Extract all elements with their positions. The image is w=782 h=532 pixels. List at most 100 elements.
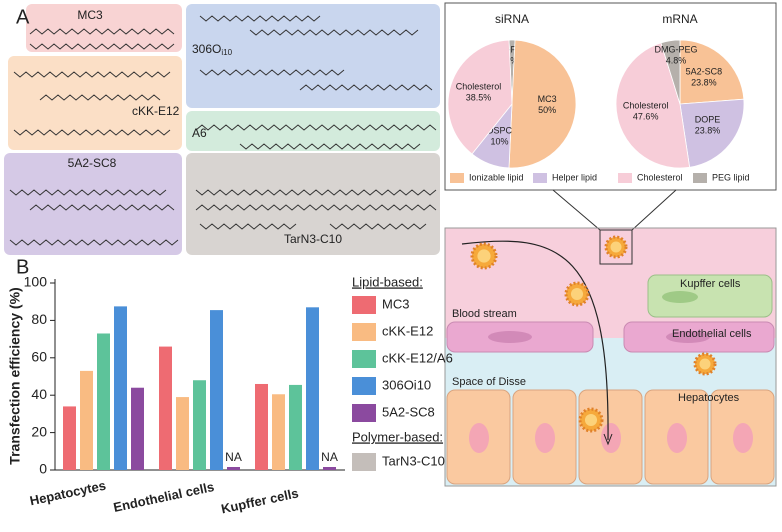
bar <box>159 346 172 470</box>
legend-label: Cholesterol <box>637 172 683 182</box>
x-tick-label: Endothelial cells <box>112 479 215 515</box>
pie-slice <box>615 42 691 169</box>
structure-name: 306Oi10 <box>192 42 233 57</box>
legend-label: 5A2-SC8 <box>382 404 435 419</box>
structure-box <box>4 153 182 255</box>
legend-swatch <box>352 296 376 314</box>
y-tick-label: 100 <box>24 274 48 290</box>
bond-chain <box>9 239 179 246</box>
structure-name: 306O <box>192 42 221 56</box>
legend-label: MC3 <box>382 296 409 311</box>
bar <box>176 397 189 470</box>
legend-label: PEG lipid <box>712 172 750 182</box>
bond-chain <box>249 29 419 36</box>
slice-value: 47.6% <box>633 111 659 121</box>
y-tick-label: 0 <box>39 461 47 477</box>
structure-name: MC3 <box>77 8 103 22</box>
bar <box>63 406 76 470</box>
bond-chain <box>13 129 171 136</box>
pie-slice <box>660 39 681 105</box>
bar <box>289 384 302 470</box>
kupffer-cell <box>647 274 773 318</box>
bar <box>193 380 206 470</box>
legend-swatch <box>352 377 376 395</box>
bond-chain <box>239 143 421 150</box>
hepatocytes <box>446 389 775 485</box>
bond-chain <box>9 189 167 196</box>
bar <box>97 333 110 470</box>
legend-label: 306Oi10 <box>382 377 431 392</box>
nanoparticle-core <box>584 413 598 427</box>
pie-slice <box>447 39 513 155</box>
legend-label: cKK-E12/A6 <box>382 350 453 365</box>
slice-value: 23.8% <box>695 125 721 135</box>
legend-swatch <box>618 173 632 183</box>
bond-chain <box>29 43 175 50</box>
slice-value: 38.5% <box>466 92 492 102</box>
structure-box <box>186 153 440 255</box>
nucleus <box>469 423 489 453</box>
legend-swatch <box>693 173 707 183</box>
structure-box <box>8 56 182 150</box>
bond-chain <box>39 94 161 101</box>
slice-label: Cholesterol <box>623 100 669 110</box>
slice-value: 50% <box>538 105 556 115</box>
nucleus <box>488 331 532 343</box>
panel-border <box>444 227 777 487</box>
nanoparticle-core <box>699 358 711 370</box>
route-arrow <box>461 240 609 441</box>
y-tick-label: 80 <box>31 311 47 327</box>
x-tick-label: Hepatocytes <box>28 478 107 509</box>
bar <box>131 387 144 470</box>
nucleus <box>666 331 710 343</box>
arrow-head <box>603 433 613 446</box>
bar <box>272 394 285 470</box>
slice-label: DMG-PEG <box>654 44 697 54</box>
bond-chain <box>195 204 437 211</box>
nucleus <box>662 291 698 303</box>
legend-swatch <box>352 350 376 368</box>
y-tick-label: 20 <box>31 423 47 439</box>
y-tick-label: 60 <box>31 349 47 365</box>
structure-name: TarN3-C10 <box>284 232 342 246</box>
structure-box <box>26 4 182 52</box>
slice-value: 10% <box>491 136 509 146</box>
slice-value: 4.8% <box>666 55 687 65</box>
pie-slice <box>508 39 577 169</box>
bond-chain <box>195 189 437 196</box>
x-tick-label: Kupffer cells <box>220 485 300 516</box>
bond-chain <box>199 15 321 22</box>
region-label: Endothelial cells <box>672 328 752 340</box>
zoom-line <box>552 189 601 231</box>
slice-label: MC3 <box>538 94 557 104</box>
nanoparticles <box>470 235 717 433</box>
slice-label: DOPE <box>695 114 721 124</box>
bond-chain <box>299 84 433 91</box>
legend-swatch <box>450 173 464 183</box>
bar-stub <box>323 467 336 470</box>
region-label: Blood stream <box>452 308 517 320</box>
bond-chain <box>199 223 297 230</box>
zoom-box <box>599 229 633 265</box>
nanoparticle-core <box>477 249 491 263</box>
region-label: Space of Disse <box>452 376 526 388</box>
nanoparticle-core <box>570 287 584 301</box>
pie-slice <box>679 39 745 105</box>
nanoparticle-core <box>610 241 622 253</box>
pie-slice <box>679 98 745 168</box>
structure-subscript: i10 <box>221 48 232 57</box>
panel-label: B <box>16 256 29 278</box>
bond-chain <box>329 223 427 230</box>
legend-label: Helper lipid <box>552 172 597 182</box>
legend-header: Polymer-based: <box>352 429 443 444</box>
bar <box>210 310 223 470</box>
value-label: NA <box>225 450 242 464</box>
bar <box>255 383 268 470</box>
slice-value: 23.8% <box>691 78 717 88</box>
legend-swatch <box>352 404 376 422</box>
bond-chain <box>195 124 437 131</box>
structure-name: A6 <box>192 126 207 140</box>
legend-header: Lipid-based: <box>352 274 423 289</box>
y-axis-label: Transfection efficiency (%) <box>7 287 23 464</box>
